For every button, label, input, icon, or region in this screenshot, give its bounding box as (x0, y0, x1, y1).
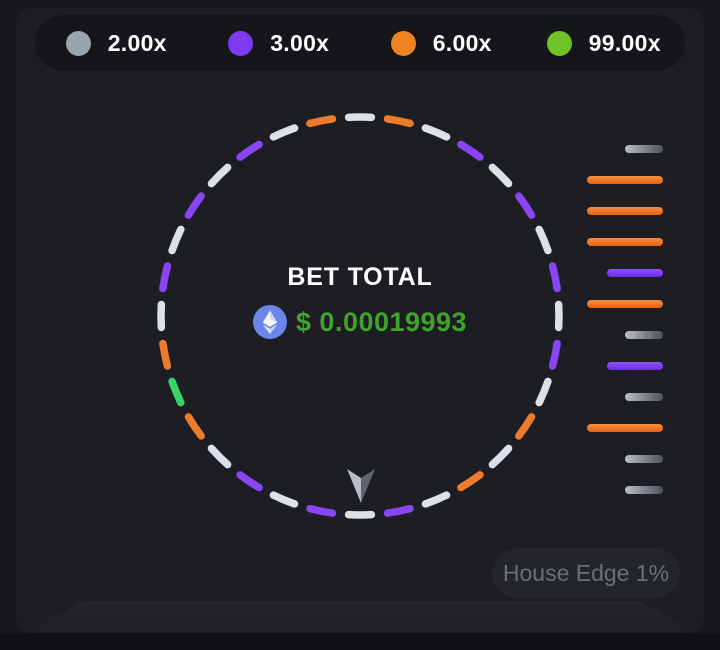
wheel-segment-3x (306, 504, 337, 517)
wheel-segment-2x (421, 491, 451, 508)
wheel-segment-2x (488, 444, 513, 469)
multiplier-legend: 2.00x 3.00x 6.00x 99.00x (35, 15, 685, 71)
history-bar-2x (625, 393, 663, 401)
multiplier-label-6x: 6.00x (432, 29, 492, 56)
wheel-segment-3x (236, 471, 263, 492)
multiplier-label-3x: 3.00x (270, 29, 330, 56)
wheel-segment-2x (207, 444, 232, 469)
bet-total-amount: $ 0.00019993 (295, 306, 468, 337)
results-history (579, 145, 663, 494)
history-bar-2x (625, 331, 663, 339)
history-bar-3x (607, 362, 663, 370)
game-panel: 2.00x 3.00x 6.00x 99.00x BET TOTAL (16, 8, 704, 633)
multiplier-dot-3x (228, 30, 254, 56)
history-bar-6x (587, 424, 663, 432)
wheel (157, 113, 563, 519)
history-bar-6x (587, 207, 663, 215)
ethereum-icon (252, 305, 287, 339)
history-bar-6x (587, 238, 663, 246)
wheel-segment-6x (306, 115, 337, 128)
wheel-segment-3x (184, 192, 205, 219)
wheel-segment-2x (207, 163, 232, 188)
multiplier-dot-2x (65, 30, 91, 56)
multiplier-label-2x: 2.00x (107, 29, 167, 56)
history-bar-6x (587, 300, 663, 308)
multiplier-label-99x: 99.00x (588, 29, 661, 56)
wheel-segment-3x (383, 504, 414, 517)
wheel-segment-3x (159, 262, 172, 293)
wheel-segment-99x (168, 377, 185, 407)
bet-total-row: $ 0.00019993 (150, 305, 570, 339)
wheel-segment-6x (515, 413, 536, 440)
wheel-segment-3x (515, 192, 536, 219)
history-bar-2x (625, 145, 663, 153)
wheel-segment-2x (421, 124, 451, 141)
wheel-segment-3x (548, 339, 561, 370)
legend-item-2x[interactable]: 2.00x (35, 30, 198, 57)
wheel-segment-3x (457, 140, 484, 161)
legend-item-3x[interactable]: 3.00x (198, 30, 361, 57)
wheel-segment-2x (535, 225, 552, 255)
wheel-segment-2x (488, 163, 513, 188)
wheel-segment-3x (236, 140, 263, 161)
history-bar-2x (625, 455, 663, 463)
legend-item-99x[interactable]: 99.00x (523, 30, 686, 57)
wheel-segment-6x (159, 339, 172, 370)
wheel-segment-2x (535, 377, 552, 407)
wheel-platform (22, 601, 700, 633)
wheel-segment-3x (548, 262, 561, 293)
multiplier-dot-6x (390, 30, 416, 56)
wheel-segment-6x (383, 115, 414, 128)
multiplier-dot-99x (546, 30, 572, 56)
history-bar-3x (607, 269, 663, 277)
wheel-segment-6x (457, 471, 484, 492)
legend-item-6x[interactable]: 6.00x (360, 30, 523, 57)
wheel-center-info: BET TOTAL $ 0.00019993 (150, 263, 570, 339)
bet-total-label: BET TOTAL (287, 263, 433, 291)
wheel-segment-2x (269, 491, 299, 508)
bottom-panel-edge (0, 633, 720, 650)
wheel-pointer-icon (347, 469, 375, 503)
wheel-segment-2x (168, 225, 185, 255)
house-edge-button[interactable]: House Edge 1% (492, 548, 680, 598)
history-bar-6x (587, 176, 663, 184)
wheel-segment-6x (184, 413, 205, 440)
history-bar-2x (625, 486, 663, 494)
wheel-segment-2x (269, 124, 299, 141)
